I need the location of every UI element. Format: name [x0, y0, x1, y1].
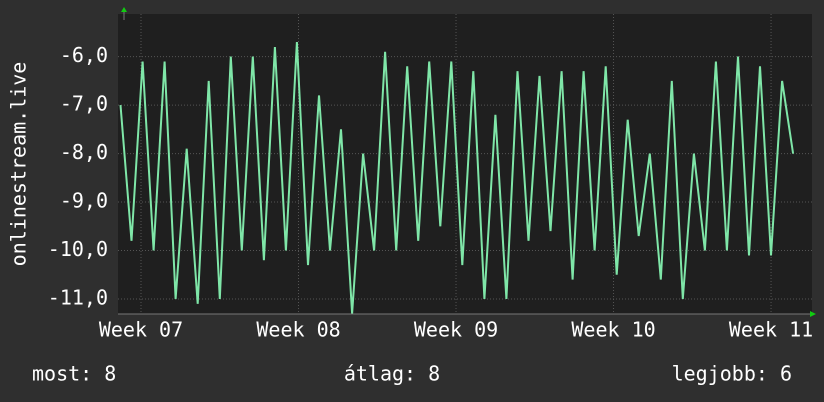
x-tick-label: Week 08	[256, 318, 340, 342]
y-axis-label: onlinestream.live	[7, 62, 31, 267]
footer-average: átlag: 8	[344, 362, 440, 386]
footer-current: most: 8	[32, 362, 116, 386]
y-tick-label: -8,0	[60, 140, 108, 164]
y-tick-label: -11,0	[48, 285, 108, 309]
y-tick-label: -6,0	[60, 43, 108, 67]
footer-best: legjobb: 6	[672, 362, 792, 386]
data-line	[119, 42, 795, 314]
x-tick-label: Week 11	[729, 318, 813, 342]
x-tick-label: Week 09	[414, 318, 498, 342]
x-tick-label: Week 10	[571, 318, 655, 342]
y-tick-label: -10,0	[48, 237, 108, 261]
plot-area	[118, 14, 812, 314]
y-tick-label: -7,0	[60, 92, 108, 116]
x-tick-label: Week 07	[99, 318, 183, 342]
y-tick-label: -9,0	[60, 189, 108, 213]
